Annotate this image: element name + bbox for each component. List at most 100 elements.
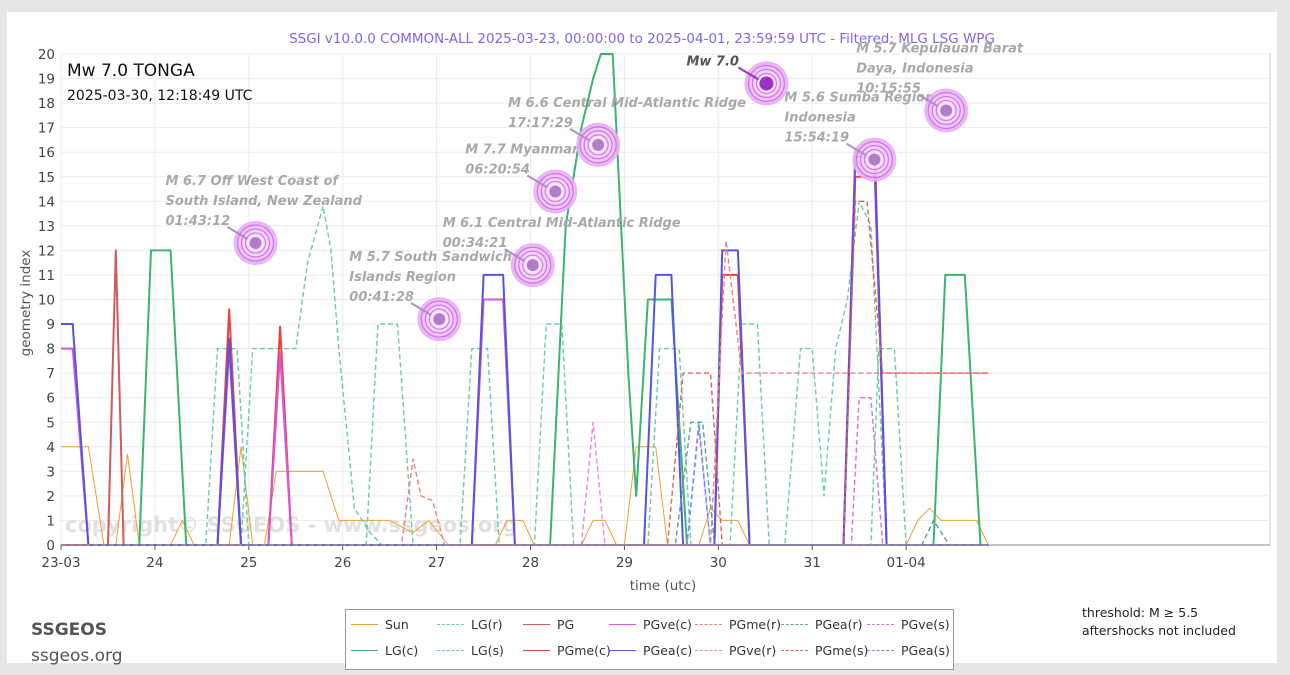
earthquake-label: 06:20:54 bbox=[465, 162, 530, 177]
legend-swatch bbox=[695, 650, 722, 651]
legend-label: PGea(c) bbox=[643, 643, 693, 658]
quake-ring bbox=[424, 304, 454, 334]
x-tick-label: 24 bbox=[146, 555, 163, 571]
x-tick-label: 26 bbox=[334, 555, 351, 571]
earthquake-label: M 6.7 Off West Coast of bbox=[166, 174, 341, 189]
y-tick-label: 13 bbox=[38, 219, 55, 235]
y-tick-label: 4 bbox=[46, 440, 55, 456]
quake-ring bbox=[747, 64, 786, 103]
quake-ring bbox=[583, 130, 613, 160]
y-tick-label: 8 bbox=[46, 342, 55, 358]
y-tick-label: 9 bbox=[46, 317, 55, 333]
series-line-lgc bbox=[61, 53, 989, 546]
quake-pointer bbox=[526, 174, 548, 189]
quake-center bbox=[526, 259, 539, 272]
quake-ring bbox=[420, 300, 458, 338]
earthquake-label: Mw 7.0 bbox=[686, 54, 739, 69]
legend-label: LG(s) bbox=[471, 643, 504, 658]
quake-ring bbox=[855, 140, 894, 179]
earthquake-label: 00:41:28 bbox=[349, 290, 414, 305]
y-tick-label: 1 bbox=[46, 513, 55, 529]
earthquake-marker: Mw 7.0 bbox=[686, 54, 789, 106]
threshold-note: threshold: M ≥ 5.5 bbox=[1082, 605, 1199, 620]
quake-ring bbox=[579, 126, 617, 164]
legend-label: PGea(r) bbox=[815, 617, 863, 632]
x-tick-label: 28 bbox=[522, 555, 539, 571]
quake-center bbox=[868, 153, 881, 166]
earthquake-label: Indonesia bbox=[784, 111, 855, 126]
quake-center bbox=[433, 313, 446, 326]
quake-ring bbox=[587, 134, 609, 156]
earthquake-label: 17:17:29 bbox=[508, 116, 573, 131]
earthquake-markers: M 6.7 Off West Coast of South Island, New… bbox=[166, 41, 1024, 342]
legend-swatch bbox=[867, 650, 894, 651]
chart-header-title: SSGI v10.0.0 COMMON-ALL 2025-03-23, 00:0… bbox=[289, 31, 995, 47]
legend-label: PGme(r) bbox=[729, 617, 781, 632]
x-axis-label: time (utc) bbox=[630, 578, 697, 594]
legend-label: PGea(s) bbox=[901, 643, 950, 658]
y-tick-label: 11 bbox=[38, 268, 55, 284]
y-tick-label: 2 bbox=[46, 489, 55, 505]
quake-ring bbox=[522, 254, 544, 276]
x-tick-label: 31 bbox=[804, 555, 821, 571]
legend-swatch bbox=[351, 624, 378, 625]
y-tick-label: 0 bbox=[46, 538, 55, 554]
x-tick-label: 29 bbox=[616, 555, 633, 571]
y-tick-label: 20 bbox=[38, 47, 55, 63]
legend-label: PGve(r) bbox=[729, 643, 777, 658]
quake-center bbox=[759, 76, 774, 91]
quake-ring bbox=[536, 172, 574, 211]
quake-pointer bbox=[410, 302, 432, 316]
legend-label: PGme(s) bbox=[815, 643, 869, 658]
legend-label: PGme(c) bbox=[557, 643, 611, 658]
legend-swatch bbox=[351, 650, 378, 651]
event-time: 2025-03-30, 12:18:49 UTC bbox=[67, 88, 253, 104]
legend-label: LG(r) bbox=[471, 617, 503, 632]
earthquake-label: South Island, New Zealand bbox=[166, 194, 363, 209]
y-tick-label: 6 bbox=[46, 391, 55, 407]
legend-label: PGve(c) bbox=[643, 617, 692, 632]
quake-ring bbox=[244, 232, 267, 254]
earthquake-marker: M 6.6 Central Mid-Atlantic Ridge 17:17:29 bbox=[508, 96, 746, 167]
event-title: Mw 7.0 TONGA bbox=[67, 61, 195, 81]
quake-ring bbox=[544, 180, 566, 203]
quake-ring bbox=[927, 91, 965, 130]
y-tick-label: 10 bbox=[38, 293, 55, 309]
earthquake-label: 00:34:21 bbox=[443, 236, 508, 251]
earthquake-label: M 6.6 Central Mid-Atlantic Ridge bbox=[508, 96, 746, 111]
quake-pointer bbox=[227, 226, 249, 240]
y-tick-label: 3 bbox=[46, 464, 55, 480]
y-tick-label: 15 bbox=[38, 170, 55, 186]
series-line-pgmes bbox=[61, 200, 989, 546]
x-tick-label: 30 bbox=[710, 555, 727, 571]
earthquake-label: M 6.1 Central Mid-Atlantic Ridge bbox=[443, 216, 681, 231]
earthquake-marker: M 7.7 Myanmar 06:20:54 bbox=[465, 142, 580, 214]
legend-swatch bbox=[695, 624, 722, 625]
y-tick-label: 12 bbox=[38, 243, 55, 259]
chart-legend: Sun LG(r) PG PGve(c) PGme(r) PGea(r) PGve(s) LG… bbox=[345, 609, 954, 670]
quake-pointer bbox=[845, 142, 867, 157]
earthquake-label: M 7.7 Myanmar bbox=[465, 142, 580, 157]
quake-ring bbox=[755, 72, 778, 95]
quake-ring bbox=[240, 228, 271, 258]
legend-swatch bbox=[437, 650, 464, 651]
y-tick-label: 14 bbox=[38, 194, 55, 210]
earthquake-label: 15:54:19 bbox=[784, 131, 849, 146]
legend-swatch bbox=[609, 624, 636, 625]
legend-swatch bbox=[437, 624, 464, 625]
y-tick-label: 18 bbox=[38, 96, 55, 112]
earthquake-marker: M 5.6 Sumba Region Indonesia 15:54:19 bbox=[784, 91, 934, 182]
quake-center bbox=[549, 185, 562, 198]
quake-pointer bbox=[737, 66, 759, 81]
quake-ring bbox=[428, 308, 450, 330]
quake-pointer bbox=[917, 93, 939, 108]
legend-swatch bbox=[867, 624, 894, 625]
brand-name: SSGEOS bbox=[31, 620, 107, 640]
y-tick-label: 16 bbox=[38, 145, 55, 161]
chart-svg: SSGI v10.0.0 COMMON-ALL 2025-03-23, 00:0… bbox=[18, 31, 1271, 594]
legend-swatch bbox=[609, 650, 636, 651]
quake-ring bbox=[540, 176, 570, 207]
legend-label: LG(c) bbox=[385, 643, 419, 658]
quake-ring bbox=[931, 95, 961, 126]
earthquake-label: Islands Region bbox=[349, 270, 456, 285]
